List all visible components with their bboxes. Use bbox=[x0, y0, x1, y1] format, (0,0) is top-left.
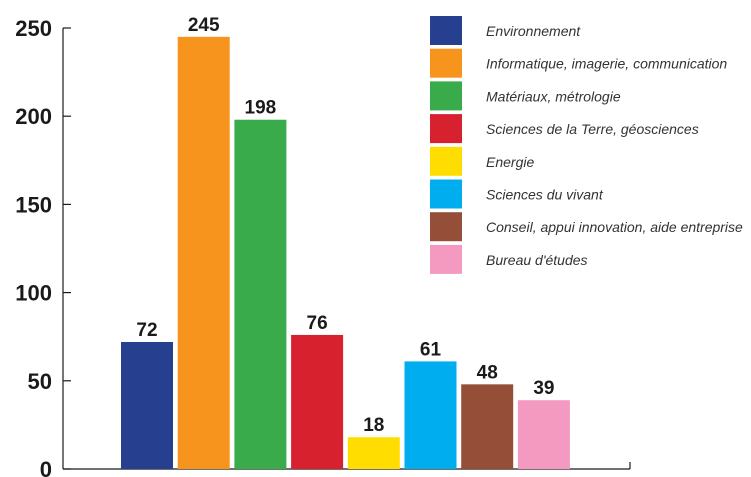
legend-label: Energie bbox=[486, 154, 534, 170]
legend: Environnement Informatique, imagerie, com… bbox=[430, 16, 743, 274]
bar-1 bbox=[121, 341, 173, 469]
bar-value-label: 61 bbox=[420, 339, 442, 360]
legend-label: Bureau d'études bbox=[486, 252, 588, 268]
bar-4 bbox=[291, 334, 344, 469]
bar-value-label: 39 bbox=[533, 378, 554, 399]
bar-value-label: 245 bbox=[188, 15, 220, 36]
legend-swatch bbox=[430, 81, 462, 111]
bar-value-label: 18 bbox=[363, 415, 384, 436]
y-tick-label: 100 bbox=[15, 281, 52, 306]
legend-label: Sciences du vivant bbox=[486, 187, 604, 203]
bar-2 bbox=[177, 36, 230, 469]
legend-swatch bbox=[430, 16, 462, 45]
bar-value-label: 76 bbox=[307, 313, 328, 334]
y-tick-label: 50 bbox=[28, 369, 52, 394]
bar-3 bbox=[234, 119, 287, 469]
legend-label: Matériaux, métrologie bbox=[486, 88, 621, 104]
y-tick-label: 150 bbox=[15, 192, 52, 217]
legend-swatch bbox=[430, 179, 462, 209]
bar-value-label: 48 bbox=[477, 362, 498, 383]
legend-swatch bbox=[430, 244, 462, 274]
y-tick-label: 0 bbox=[40, 457, 52, 477]
legend-label: Conseil, appui innovation, aide entrepri… bbox=[486, 219, 743, 235]
bar-7 bbox=[461, 384, 514, 469]
legend-swatch bbox=[430, 212, 462, 242]
y-tick-label: 250 bbox=[15, 16, 52, 41]
legend-label: Informatique, imagerie, communication bbox=[486, 56, 727, 72]
bar-8 bbox=[517, 400, 570, 469]
bar-value-label: 198 bbox=[245, 98, 277, 119]
legend-swatch bbox=[430, 48, 462, 78]
y-tick-label: 200 bbox=[15, 104, 52, 129]
bar-5 bbox=[347, 437, 400, 469]
legend-swatch bbox=[430, 146, 462, 176]
bars: 72 245 198 76 18 61 48 39 bbox=[121, 15, 570, 469]
legend-swatch bbox=[430, 114, 462, 144]
axes: 0 50 100 150 200 250 bbox=[15, 16, 631, 477]
bar-6 bbox=[404, 361, 457, 469]
bar-value-label: 72 bbox=[136, 320, 157, 341]
legend-label: Sciences de la Terre, géosciences bbox=[486, 121, 699, 137]
legend-label: Environnement bbox=[486, 23, 581, 39]
